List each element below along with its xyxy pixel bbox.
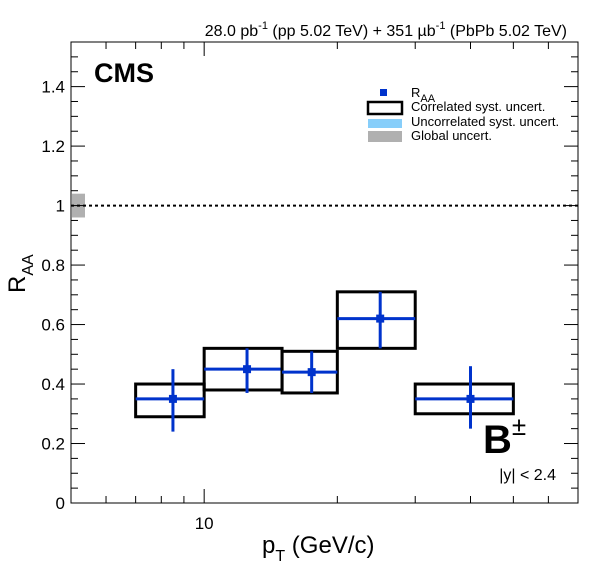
point-marker — [376, 314, 385, 323]
y-tick-label: 1.4 — [41, 78, 65, 97]
y-axis-title: RAA — [4, 254, 37, 293]
point-marker — [168, 394, 177, 403]
particle-charge: ± — [512, 411, 526, 441]
y-tick-label: 0.8 — [41, 256, 65, 275]
y-axis-title-main: R — [4, 276, 31, 293]
data-point — [335, 290, 417, 350]
lumi-pp-energy: (pp 5.02 TeV) + 351 µb — [268, 23, 436, 40]
cms-label: CMS — [94, 58, 154, 88]
point-marker — [466, 394, 475, 403]
legend-raa-marker — [380, 89, 387, 96]
lumi-pbpb-exp: -1 — [436, 20, 446, 32]
x-tick-label: 10 — [195, 514, 214, 533]
y-tick-label: 0.6 — [41, 316, 65, 335]
data-point — [134, 369, 206, 432]
legend-uncorrelated-swatch — [368, 119, 402, 128]
y-tick-label: 1 — [56, 197, 65, 216]
particle-name: B — [483, 418, 512, 462]
data-point — [202, 346, 284, 393]
y-tick-label: 1.2 — [41, 137, 65, 156]
plot-frame — [70, 41, 579, 504]
particle-label: B± — [483, 411, 526, 462]
lumi-pp-exp: -1 — [258, 20, 268, 32]
lumi-header: 28.0 pb-1 (pp 5.02 TeV) + 351 µb-1 (PbPb… — [205, 20, 567, 40]
rapidity-label: |y| < 2.4 — [499, 467, 556, 484]
legend-raa-main: R — [411, 85, 420, 100]
legend-global-swatch — [368, 131, 402, 142]
legend-correlated-label: Correlated syst. uncert. — [411, 99, 545, 114]
x-axis-title-main: p — [262, 532, 275, 559]
point-marker — [243, 365, 252, 374]
data-point — [413, 366, 515, 429]
legend-correlated-swatch — [366, 100, 404, 116]
data-point — [280, 349, 339, 395]
axis-ticks: 0 0.2 0.4 0.6 0.8 1 1.2 1.4 10 — [41, 41, 579, 533]
y-tick-label: 0.4 — [41, 375, 65, 394]
lumi-pp: 28.0 pb — [205, 23, 258, 40]
x-axis-title: pT (GeV/c) — [262, 532, 374, 565]
legend: RAA Correlated syst. uncert. Uncorrelate… — [366, 85, 559, 143]
x-axis-title-sub: T — [275, 548, 285, 565]
lumi-pbpb-energy: (PbPb 5.02 TeV) — [445, 23, 567, 40]
legend-uncorrelated-label: Uncorrelated syst. uncert. — [411, 114, 559, 129]
legend-raa-label: RAA — [411, 85, 436, 105]
x-axis-title-unit: (GeV/c) — [285, 532, 374, 559]
legend-global-label: Global uncert. — [411, 128, 492, 143]
y-axis-title-sub: AA — [20, 254, 37, 276]
legend-raa-sub: AA — [420, 93, 435, 105]
y-tick-label: 0 — [56, 494, 65, 513]
y-tick-label: 0.2 — [41, 435, 65, 454]
data-points-layer — [134, 290, 515, 432]
point-marker — [307, 368, 316, 377]
